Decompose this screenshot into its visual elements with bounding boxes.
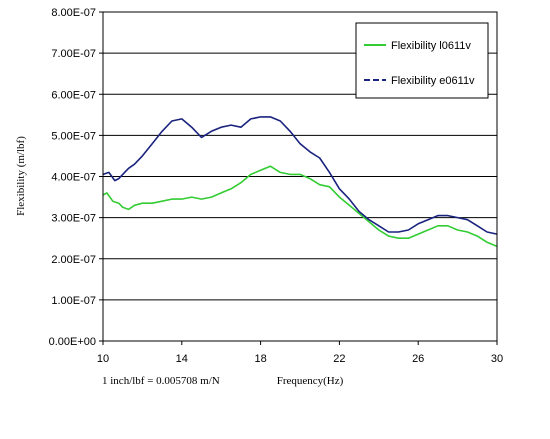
x-tick-label: 14 <box>176 353 188 365</box>
x-tick-label: 10 <box>97 353 109 365</box>
x-tick-label: 22 <box>333 353 345 365</box>
y-tick-label: 4.00E-07 <box>51 172 96 184</box>
series-line-2 <box>102 116 498 235</box>
legend-label-series-2: Flexibility e0611v <box>391 75 475 87</box>
legend-box <box>355 22 489 99</box>
y-tick-label: 0.00E+00 <box>49 336 96 348</box>
y-tick-labels: 0.00E+00 1.00E-07 2.00E-07 3.00E-07 4.00E-07… <box>49 7 103 348</box>
y-tick-label: 6.00E-07 <box>51 89 96 101</box>
series-lines <box>102 116 498 248</box>
y-tick-label: 3.00E-07 <box>51 213 96 225</box>
x-tick-label: 26 <box>412 353 424 365</box>
y-axis-title: Flexibility (m/lbf) <box>15 136 27 216</box>
x-tick-labels: 10 14 18 22 26 30 <box>97 341 503 365</box>
x-axis-title: Frequency(Hz) <box>277 375 344 387</box>
legend: Flexibility l0611v Flexibility e0611v <box>355 22 489 99</box>
conversion-note: 1 inch/lbf = 0.005708 m/N <box>102 375 220 387</box>
x-tick-label: 18 <box>254 353 266 365</box>
y-tick-label: 7.00E-07 <box>51 48 96 60</box>
x-tick-label: 30 <box>491 353 503 365</box>
legend-label-series-1: Flexibility l0611v <box>391 40 471 52</box>
y-tick-label: 8.00E-07 <box>51 7 96 19</box>
y-tick-label: 2.00E-07 <box>51 254 96 266</box>
y-tick-label: 5.00E-07 <box>51 130 96 142</box>
series-line-1 <box>102 165 498 248</box>
y-tick-label: 1.00E-07 <box>51 295 96 307</box>
